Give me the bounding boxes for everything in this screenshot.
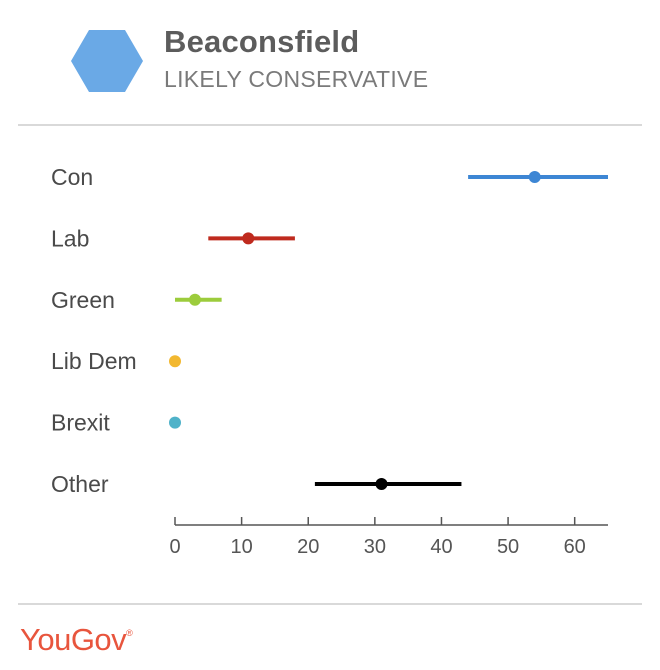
top-divider xyxy=(18,124,642,126)
x-tick-label-20: 20 xyxy=(297,536,319,558)
yougov-logo: YouGov® xyxy=(20,622,133,657)
row-label-lab: Lab xyxy=(51,225,89,251)
x-tick-label-30: 30 xyxy=(364,536,386,558)
chart-rows: Con Lab Green Lib Dem Brexit Other xyxy=(51,164,608,497)
row-label-con: Con xyxy=(51,164,93,190)
row-brexit: Brexit xyxy=(51,410,181,436)
point-lab xyxy=(242,232,255,245)
row-green: Green xyxy=(51,287,222,313)
point-other xyxy=(375,478,388,490)
x-tick-label-10: 10 xyxy=(230,536,252,558)
point-green xyxy=(188,293,201,306)
bottom-divider xyxy=(18,603,642,605)
constituency-title: Beaconsfield xyxy=(164,24,360,59)
point-con xyxy=(528,171,541,183)
row-lab: Lab xyxy=(51,225,295,251)
x-tick-label-50: 50 xyxy=(497,536,519,558)
x-tick-label-0: 0 xyxy=(169,536,180,558)
row-label-other: Other xyxy=(51,471,109,497)
x-tick-label-40: 40 xyxy=(430,536,452,558)
vote-share-chart: Con Lab Green Lib Dem Brexit Other 0 10 20 30 40 5… xyxy=(51,164,608,558)
x-axis: 0 10 20 30 40 50 60 xyxy=(169,517,608,558)
row-other: Other xyxy=(51,471,462,497)
point-brexit xyxy=(169,416,181,429)
row-con: Con xyxy=(51,164,608,190)
x-tick-label-60: 60 xyxy=(564,536,586,558)
prediction-subtitle: LIKELY CONSERVATIVE xyxy=(164,66,429,92)
hexagon-icon xyxy=(71,30,143,92)
point-lib-dem xyxy=(169,355,181,368)
row-label-lib-dem: Lib Dem xyxy=(51,348,137,374)
row-label-brexit: Brexit xyxy=(51,410,110,436)
row-lib-dem: Lib Dem xyxy=(51,348,181,374)
row-label-green: Green xyxy=(51,287,115,313)
